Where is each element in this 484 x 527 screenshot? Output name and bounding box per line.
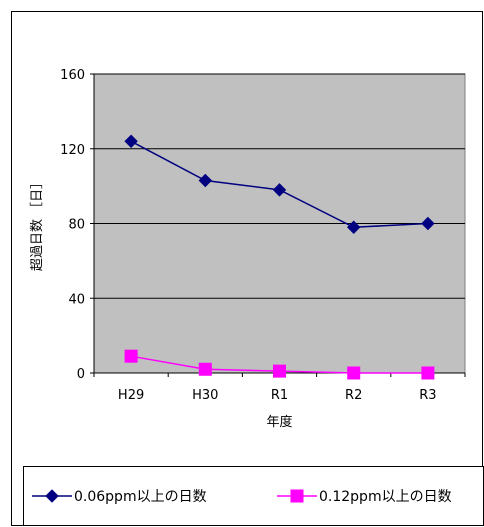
line-chart: 0 40 80 120 160 H29 H30 R1 R2 R3 年度 超過日数 ［日］ (0, 0, 484, 466)
y-tick-label: 120 (60, 143, 85, 158)
data-point (348, 367, 360, 379)
data-point (274, 365, 286, 377)
legend-swatch-square (277, 489, 317, 503)
x-axis-title: 年度 (266, 414, 292, 430)
y-tick-label: 80 (68, 218, 85, 233)
legend-item-series-2: 0.12ppm以上の日数 (277, 467, 452, 525)
data-point (422, 367, 434, 379)
y-axis-ticks: 0 40 80 120 160 (60, 68, 94, 382)
y-tick-label: 0 (77, 367, 85, 382)
legend-item-series-1: 0.06ppm以上の日数 (32, 467, 207, 525)
y-tick-label: 40 (68, 292, 85, 307)
x-tick-label: H29 (118, 388, 144, 403)
legend-label-series-2: 0.12ppm以上の日数 (319, 486, 452, 506)
y-axis-title: 超過日数 ［日］ (30, 176, 45, 271)
legend: 0.06ppm以上の日数 0.12ppm以上の日数 (23, 466, 484, 526)
y-tick-label: 160 (60, 68, 85, 83)
legend-label-series-1: 0.06ppm以上の日数 (74, 486, 207, 506)
data-point (125, 350, 137, 362)
data-point (199, 363, 211, 375)
x-tick-label: R3 (419, 388, 436, 403)
x-tick-label: H30 (192, 388, 218, 403)
x-tick-label: R2 (345, 388, 362, 403)
x-tick-label: R1 (271, 388, 288, 403)
legend-swatch-diamond (32, 489, 72, 503)
